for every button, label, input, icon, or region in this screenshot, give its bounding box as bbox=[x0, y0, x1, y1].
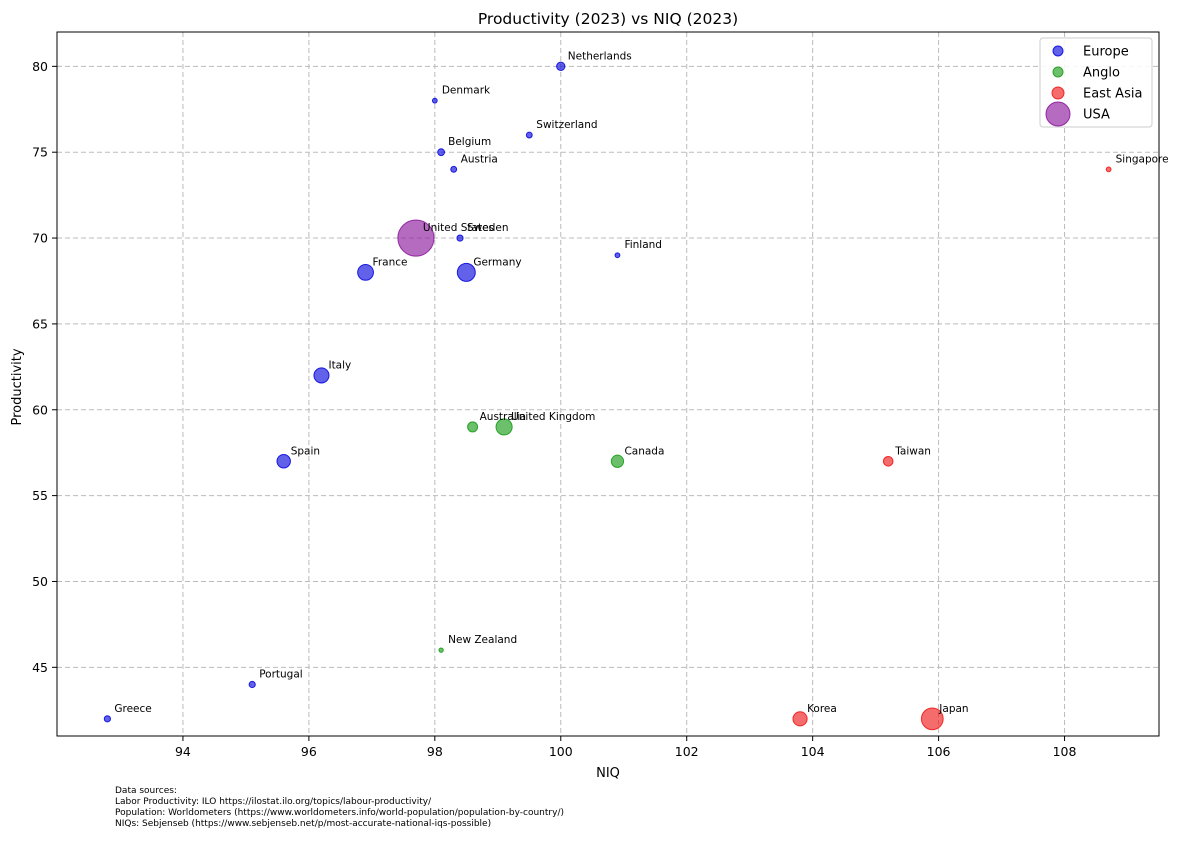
data-point-belgium bbox=[437, 148, 446, 157]
legend-label: USA bbox=[1083, 108, 1110, 123]
y-tick-label: 50 bbox=[32, 574, 48, 589]
point-label: Italy bbox=[328, 359, 351, 371]
data-point-taiwan bbox=[882, 455, 894, 467]
data-point-germany bbox=[456, 262, 476, 282]
x-tick-label: 94 bbox=[175, 744, 191, 759]
data-point-united-states bbox=[397, 219, 435, 257]
source-line-productivity: Labor Productivity: ILO https://ilostat.… bbox=[115, 797, 432, 807]
point-label: Korea bbox=[807, 703, 837, 715]
scatter-chart: Productivity (2023) vs NIQ (2023) Nether… bbox=[10, 10, 1169, 780]
point-label: Belgium bbox=[448, 136, 491, 148]
data-sources-note: Data sources: Labor Productivity: ILO ht… bbox=[115, 786, 564, 830]
source-line-population: Population: Worldometers (https://www.wo… bbox=[115, 808, 564, 818]
y-tick-label: 70 bbox=[32, 231, 48, 246]
x-tick-label: 106 bbox=[927, 744, 951, 759]
x-tick-label: 100 bbox=[549, 744, 573, 759]
grid-lines bbox=[57, 32, 1159, 736]
y-tick-label: 45 bbox=[32, 660, 48, 675]
legend-marker bbox=[1052, 45, 1064, 57]
data-point-portugal bbox=[248, 680, 256, 689]
data-point-singapore bbox=[1105, 166, 1112, 173]
data-point-united-kingdom bbox=[495, 418, 513, 436]
data-point-sweden bbox=[456, 234, 464, 242]
chart-title: Productivity (2023) vs NIQ (2023) bbox=[478, 10, 738, 28]
point-label: Japan bbox=[938, 703, 968, 715]
point-label: Denmark bbox=[442, 85, 491, 97]
data-point-denmark bbox=[431, 97, 438, 104]
data-point-spain bbox=[276, 454, 291, 469]
y-tick-label: 75 bbox=[32, 145, 48, 160]
point-label: Spain bbox=[291, 445, 320, 457]
point-label: Sweden bbox=[467, 222, 509, 234]
data-point-korea bbox=[792, 711, 808, 727]
point-label: Greece bbox=[114, 703, 151, 715]
point-label: Canada bbox=[624, 445, 664, 457]
point-label: Portugal bbox=[259, 668, 303, 680]
data-point-greece bbox=[103, 715, 111, 723]
data-point-italy bbox=[313, 367, 330, 384]
legend-box bbox=[1039, 37, 1153, 128]
x-tick-label: 108 bbox=[1053, 744, 1077, 759]
plot-frame bbox=[56, 31, 1160, 737]
x-axis-label: NIQ bbox=[596, 766, 620, 780]
legend: Europe Anglo East Asia USA bbox=[1039, 37, 1153, 128]
point-label: Taiwan bbox=[894, 445, 931, 457]
legend-marker bbox=[1052, 66, 1064, 78]
legend-label: Anglo bbox=[1083, 66, 1120, 81]
point-labels: Netherlands Denmark Switzerland Belgium Aust… bbox=[114, 50, 1168, 714]
data-point-australia bbox=[467, 421, 479, 433]
point-label: Finland bbox=[624, 239, 662, 251]
point-label: United Kingdom bbox=[511, 411, 595, 423]
y-axis-label: Productivity bbox=[10, 348, 25, 425]
point-label: Singapore bbox=[1116, 153, 1169, 165]
legend-marker bbox=[1045, 101, 1071, 127]
point-label: United States bbox=[423, 222, 494, 234]
y-tick-label: 60 bbox=[32, 402, 48, 417]
legend-label: Europe bbox=[1083, 45, 1129, 60]
y-tick-label: 65 bbox=[32, 316, 48, 331]
x-tick-label: 96 bbox=[301, 744, 317, 759]
data-point-austria bbox=[450, 165, 458, 173]
data-point-finland bbox=[614, 252, 621, 259]
data-point-switzerland bbox=[525, 131, 533, 139]
source-line-niq: NIQs: Sebjenseb (https://www.sebjenseb.n… bbox=[115, 819, 492, 829]
y-tick-label: 55 bbox=[32, 488, 48, 503]
legend-marker bbox=[1051, 86, 1065, 100]
data-points bbox=[103, 61, 1112, 731]
data-point-netherlands bbox=[556, 61, 566, 71]
point-label: Switzerland bbox=[536, 119, 597, 131]
data-point-japan bbox=[920, 707, 944, 731]
point-label: France bbox=[373, 256, 408, 268]
axis-ticks: 94 96 98 100 102 104 106 108 45 50 55 60 65 70 75 80 bbox=[32, 59, 1076, 759]
point-label: New Zealand bbox=[448, 634, 517, 646]
point-label: Netherlands bbox=[568, 50, 632, 62]
data-point-france bbox=[357, 263, 374, 281]
point-label: Austria bbox=[461, 153, 498, 165]
x-tick-label: 98 bbox=[427, 744, 443, 759]
data-point-canada bbox=[610, 454, 625, 468]
data-point-new-zealand bbox=[438, 647, 444, 653]
point-label: Germany bbox=[473, 256, 521, 268]
sources-heading: Data sources: bbox=[115, 786, 177, 796]
x-tick-label: 104 bbox=[801, 744, 825, 759]
legend-label: East Asia bbox=[1083, 87, 1142, 102]
y-tick-label: 80 bbox=[32, 59, 48, 74]
point-label: Australia bbox=[480, 411, 526, 423]
x-tick-label: 102 bbox=[675, 744, 699, 759]
